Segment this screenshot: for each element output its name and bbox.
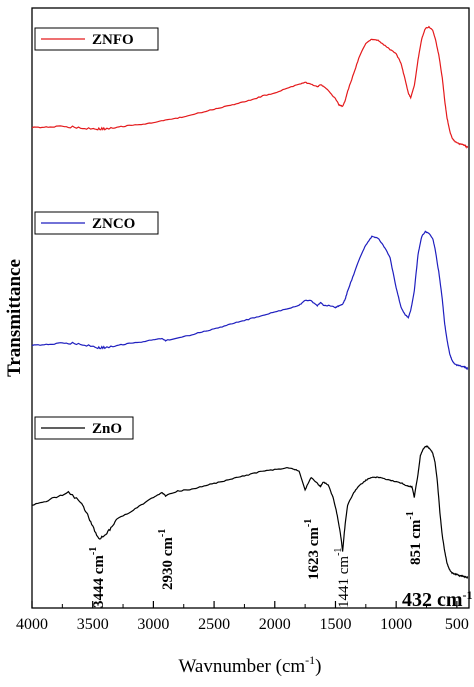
- legend-label: ZnO: [92, 421, 122, 437]
- x-tick-label: 500: [445, 616, 469, 633]
- legend-box: [34, 27, 159, 51]
- peak-label-sup: -1: [333, 548, 344, 556]
- peak-label-sup: -1: [405, 511, 416, 519]
- x-axis-label: Wavnumber (cm-1): [178, 653, 321, 677]
- series-line-znfo: [31, 25, 469, 149]
- x-axis-label-close: ): [315, 656, 321, 677]
- peak-label-sup: -1: [303, 519, 314, 527]
- x-tick-label: 2500: [198, 616, 230, 633]
- x-axis-label-sup: -1: [305, 653, 315, 667]
- series-line-znco: [31, 230, 469, 371]
- peak-label-sup: -1: [463, 588, 473, 602]
- x-axis-label-main: Wavnumber (cm: [178, 656, 305, 677]
- x-tick-label: 3000: [137, 616, 169, 633]
- peak-label-sup: -1: [88, 547, 99, 555]
- peak-label-1623: 1623 cm-1: [303, 519, 322, 580]
- legend-zno: ZnO: [34, 416, 134, 440]
- peak-label-text: 851 cm: [408, 519, 424, 565]
- peak-label-432: 432 cm-1: [402, 588, 473, 611]
- legends: ZNFO ZNCO ZnO: [34, 27, 159, 440]
- x-tick-label: 4000: [16, 616, 48, 633]
- peak-label-1441: 1441 cm-1: [333, 548, 352, 608]
- plot-frame: [31, 7, 470, 609]
- peak-label-text: 432 cm: [402, 589, 463, 611]
- legend-label: ZNCO: [92, 216, 135, 232]
- x-tick-label: 2000: [259, 616, 291, 633]
- legend-znfo: ZNFO: [34, 27, 159, 51]
- peak-label-text: 2930 cm: [160, 537, 176, 590]
- legend-znco: ZNCO: [34, 211, 159, 235]
- peak-label-text: 1441 cm: [336, 556, 352, 608]
- series-line-zno: [31, 445, 469, 579]
- y-axis-label: Transmittance: [4, 259, 25, 377]
- peak-label-text: 1623 cm: [306, 527, 322, 580]
- peak-label-3444: 3444 cm-1: [88, 547, 107, 608]
- legend-box: [34, 211, 159, 235]
- x-axis-ticks: 4000 3500 3000 2500 2000 1500 1000 500: [16, 601, 469, 633]
- peak-label-text: 3444 cm: [91, 555, 107, 608]
- x-tick-label: 1500: [319, 616, 351, 633]
- legend-label: ZNFO: [92, 32, 134, 48]
- x-tick-label: 3500: [77, 616, 109, 633]
- peak-label-851: 851 cm-1: [405, 511, 424, 565]
- peak-label-sup: -1: [157, 529, 168, 537]
- peak-label-2930: 2930 cm-1: [157, 529, 176, 590]
- x-tick-label: 1000: [380, 616, 412, 633]
- series-layer: [31, 25, 469, 579]
